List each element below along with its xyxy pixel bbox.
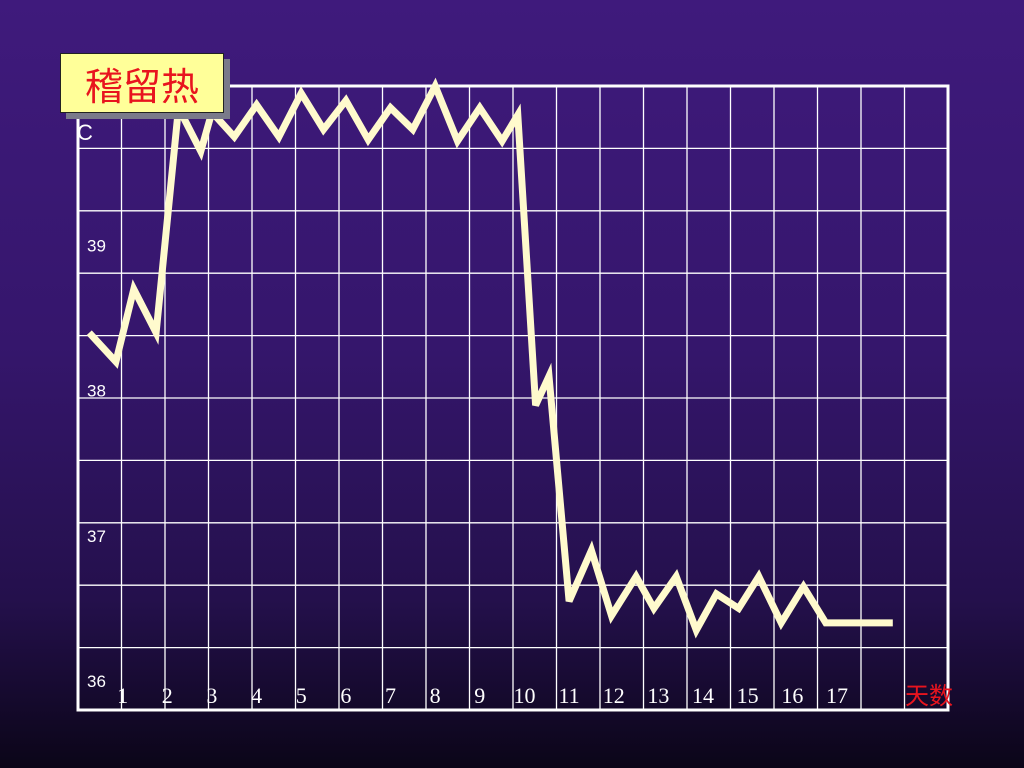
x-tick-label: 16 <box>781 683 803 708</box>
y-tick-label: 36 <box>87 672 106 691</box>
x-tick-label: 12 <box>603 683 625 708</box>
x-axis-label: 天数 <box>905 682 953 710</box>
y-tick-labels: 3637383940 <box>87 92 106 691</box>
x-tick-label: 3 <box>206 683 217 708</box>
x-tick-label: 13 <box>647 683 669 708</box>
y-tick-label: 39 <box>87 237 106 256</box>
x-tick-label: 10 <box>513 683 535 708</box>
x-tick-label: 5 <box>296 683 307 708</box>
slide-title: 稽留热 <box>60 53 224 113</box>
x-tick-label: 6 <box>340 683 351 708</box>
x-tick-label: 14 <box>692 683 714 708</box>
x-tick-label: 15 <box>737 683 759 708</box>
temperature-series-line <box>86 77 893 639</box>
y-tick-label: 38 <box>87 382 106 401</box>
chart-grid <box>76 84 950 712</box>
x-tick-label: 11 <box>558 683 579 708</box>
x-tick-label: 9 <box>474 683 485 708</box>
x-tick-label: 4 <box>251 683 262 708</box>
x-tick-label: 1 <box>117 683 128 708</box>
x-tick-label: 2 <box>162 683 173 708</box>
x-tick-label: 7 <box>385 683 396 708</box>
x-tick-label: 17 <box>826 683 848 708</box>
x-tick-label: 8 <box>430 683 441 708</box>
y-axis-label: C <box>77 120 93 145</box>
y-tick-label: 37 <box>87 527 106 546</box>
x-tick-labels: 1 2 3 4 5 6 7 8 9 10 11 12 13 14 15 16 17 <box>117 683 848 708</box>
